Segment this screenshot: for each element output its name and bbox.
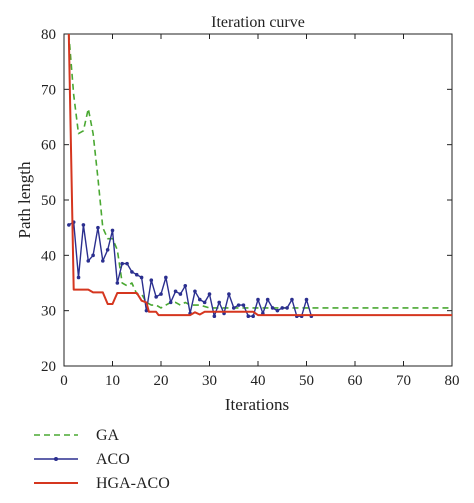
data-point-aco (67, 223, 71, 227)
data-point-aco (101, 259, 105, 263)
data-point-aco (81, 223, 86, 227)
data-point-aco (265, 297, 270, 302)
x-tick-label: 70 (396, 373, 411, 389)
data-point-aco (270, 306, 275, 310)
series-layer (67, 33, 452, 319)
x-tick-label: 50 (299, 373, 314, 389)
data-point-aco (120, 261, 124, 266)
series-line-aco (68, 221, 313, 317)
data-point-aco (285, 306, 289, 310)
data-point-aco (105, 248, 110, 252)
legend: GA ACO HGA-ACO (34, 427, 170, 492)
y-tick-label: 70 (41, 82, 56, 98)
x-tick-label: 60 (348, 373, 363, 389)
y-tick-label: 50 (41, 193, 56, 209)
x-tick-label: 10 (105, 373, 120, 389)
axis-ticks: 0 10 20 30 40 50 60 70 80 20 30 40 50 60 70 80 (41, 27, 460, 389)
data-point-aco (193, 289, 197, 294)
legend-marker-aco (54, 457, 58, 461)
data-point-aco (236, 303, 241, 307)
data-point-aco (125, 261, 129, 266)
y-tick-label: 40 (41, 248, 56, 264)
data-point-aco (280, 306, 285, 310)
data-point-aco (139, 275, 144, 280)
legend-label-ga: GA (96, 427, 120, 444)
x-tick-label: 30 (202, 373, 217, 389)
data-point-aco (115, 281, 120, 285)
data-point-aco (251, 314, 255, 319)
data-point-aco (217, 300, 221, 305)
data-point-aco (183, 283, 188, 288)
data-point-aco (134, 272, 139, 277)
data-point-aco (227, 292, 231, 296)
data-point-aco (246, 314, 251, 319)
data-point-aco (110, 228, 115, 233)
data-point-aco (149, 278, 154, 283)
x-tick-label: 40 (251, 373, 266, 389)
y-tick-label: 60 (41, 138, 56, 154)
data-point-aco (76, 275, 81, 280)
data-point-aco (256, 297, 260, 302)
data-point-aco (202, 300, 207, 305)
data-point-aco (241, 303, 246, 307)
data-point-aco (168, 300, 173, 305)
data-point-aco (159, 292, 163, 296)
legend-label-aco: ACO (96, 451, 130, 468)
legend-label-hga-aco: HGA-ACO (96, 475, 170, 492)
x-tick-label: 80 (445, 373, 460, 389)
data-point-aco (130, 270, 134, 274)
data-point-aco (231, 306, 236, 310)
data-point-aco (275, 308, 280, 313)
plot-area-border (63, 33, 453, 367)
data-point-aco (164, 275, 168, 280)
x-axis-label: Iterations (225, 395, 289, 414)
x-tick-label: 20 (154, 373, 169, 389)
plot-frame (63, 33, 453, 367)
data-point-aco (154, 295, 158, 299)
data-point-aco (207, 292, 212, 296)
data-point-aco (290, 297, 294, 302)
y-tick-label: 20 (41, 359, 56, 375)
y-axis-label: Path length (15, 161, 34, 238)
y-tick-label: 30 (41, 304, 56, 320)
chart-title: Iteration curve (211, 14, 305, 31)
data-point-aco (91, 253, 95, 258)
series-line-hga-aco (67, 33, 452, 317)
data-point-aco (96, 225, 100, 230)
data-point-aco (212, 314, 217, 319)
series-line-ga (68, 33, 452, 309)
data-point-aco (86, 259, 91, 263)
data-point-aco (173, 289, 178, 294)
y-tick-label: 80 (41, 27, 56, 43)
data-point-aco (198, 297, 202, 302)
data-point-aco (304, 297, 309, 302)
data-point-aco (178, 292, 183, 296)
x-tick-label: 0 (60, 373, 68, 389)
